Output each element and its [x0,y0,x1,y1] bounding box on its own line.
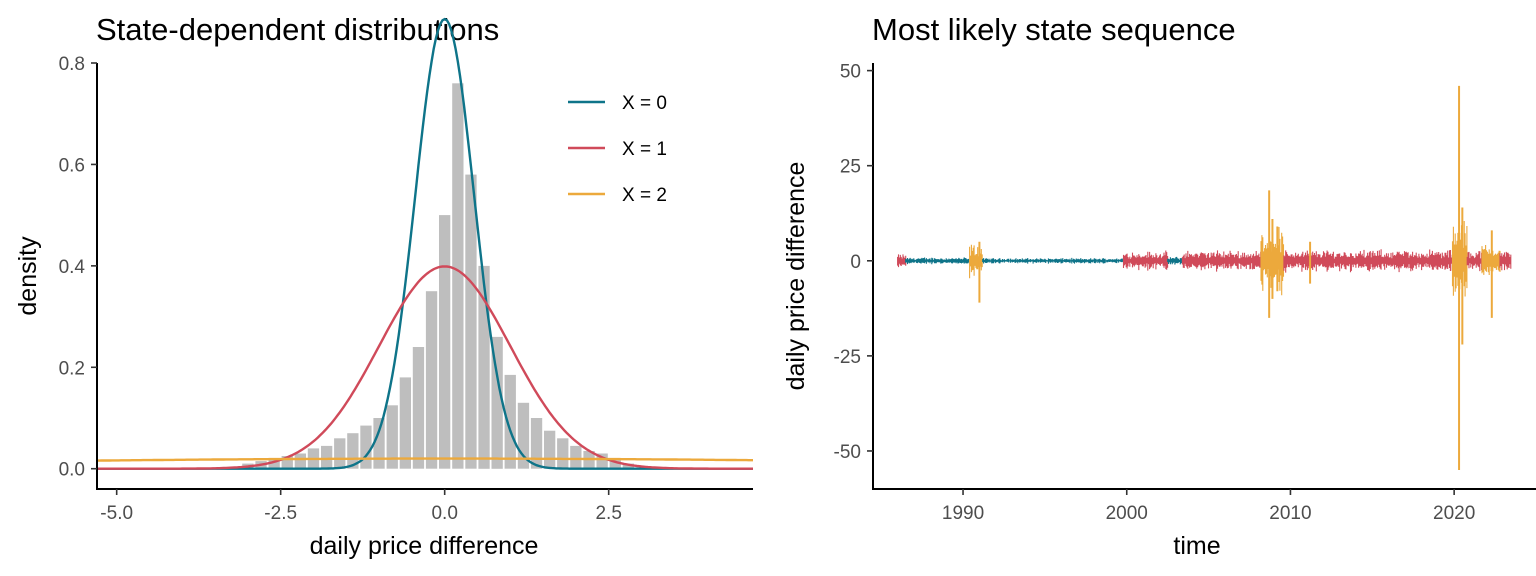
histogram-bar-4 [294,453,306,469]
density-curves [97,17,753,470]
left-y-tick-label: 0.0 [59,460,85,481]
left-x-tick-label: -5.0 [100,503,133,524]
histogram-bar-6 [321,445,333,469]
right-x-tick-label: 2000 [1106,503,1148,524]
left-panel: State-dependent distributions 0.00.20.40… [14,12,753,560]
histogram-bar-16 [452,83,464,469]
state-segment-4 [1122,250,1169,271]
histogram-bar-18 [478,265,490,469]
density-curve-state-1 [97,265,753,470]
left-y-tick-label: 0.8 [59,54,85,75]
left-y-axis-title: density [14,236,42,316]
histogram-bar-9 [360,425,372,469]
right-x-ticks: 1990 2000 2010 2020 [942,489,1475,524]
state-segment-1 [905,257,970,265]
right-y-tick-label: -50 [834,442,861,463]
histogram-bar-28 [609,458,621,469]
right-y-tick-label: 50 [840,62,861,83]
left-x-tick-label: 2.5 [595,503,621,524]
histogram-bar-10 [373,418,385,469]
left-chart-title: State-dependent distributions [96,12,499,47]
histogram-bar-25 [570,445,582,469]
histogram-bar-11 [386,405,398,469]
legend-label-2: X = 2 [622,185,667,206]
histogram-bar-15 [439,215,451,469]
state-segment-3 [982,257,1124,264]
histogram-bar-27 [596,453,608,469]
left-x-tick-label: 0.0 [431,503,457,524]
histogram-bar-20 [504,374,516,469]
density-curve-state-2 [97,457,753,462]
right-y-axis-title: daily price difference [782,162,810,391]
right-y-tick-label: 0 [850,252,861,273]
state-sequence-series [897,85,1512,470]
state-segment-0 [897,254,907,268]
histogram-bar-7 [334,438,346,469]
right-x-tick-label: 2010 [1269,503,1311,524]
histogram-bar-23 [544,430,556,469]
histogram-bar-2 [268,458,280,469]
legend-label-0: X = 0 [622,93,667,114]
right-y-tick-label: -25 [834,347,861,368]
histogram-bar-14 [425,291,438,469]
density-curve-state-0 [97,17,753,470]
right-x-tick-label: 1990 [942,503,984,524]
histogram-bar-22 [530,418,543,469]
left-x-tick-label: -2.5 [264,503,297,524]
state-segment-10 [1466,251,1483,272]
right-panel: Most likely state sequence -50 -25 0 25 50 1… [782,12,1536,560]
right-x-tick-label: 2020 [1433,503,1475,524]
right-y-ticks: -50 -25 0 25 50 [834,62,873,463]
histogram-bar-17 [465,174,477,469]
histogram-bar-3 [281,456,293,469]
state-segment-8 [1283,249,1453,273]
state-segment-5 [1167,256,1183,265]
left-y-ticks: 0.0 0.2 0.4 0.6 0.8 [59,54,97,481]
histogram-bar-19 [491,336,503,469]
right-x-axis-title: time [1173,532,1220,560]
right-y-tick-label: 25 [840,157,861,178]
histogram-bar-24 [557,438,569,469]
histogram-bar-12 [399,377,411,469]
histogram-bar-8 [347,433,359,469]
histogram-bars [242,83,634,469]
right-chart-title: Most likely state sequence [872,12,1236,47]
left-x-axis-title: daily price difference [310,532,539,560]
legend-label-1: X = 1 [622,139,667,160]
histogram-bar-21 [517,402,530,469]
legend: X = 0 X = 1 X = 2 [568,93,667,206]
histogram-bar-13 [412,347,425,469]
left-y-tick-label: 0.6 [59,155,85,176]
left-y-tick-label: 0.2 [59,358,85,379]
left-y-tick-label: 0.4 [59,257,86,278]
state-segment-6 [1181,250,1262,272]
state-segment-12 [1499,251,1512,271]
left-x-ticks: -5.0 -2.5 0.0 2.5 [100,489,622,524]
histogram-bar-29 [622,463,634,469]
